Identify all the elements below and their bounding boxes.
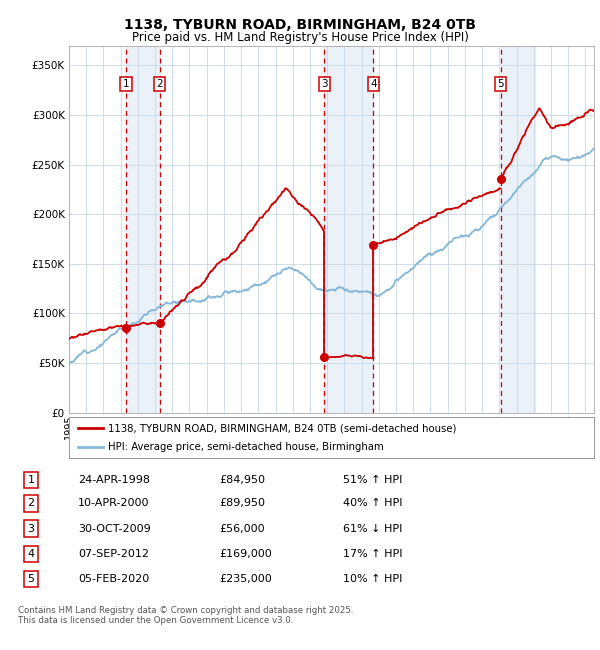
- Text: 4: 4: [370, 79, 377, 89]
- Text: Price paid vs. HM Land Registry's House Price Index (HPI): Price paid vs. HM Land Registry's House …: [131, 31, 469, 44]
- Text: 1: 1: [28, 474, 35, 485]
- Text: £235,000: £235,000: [220, 574, 272, 584]
- Text: 61% ↓ HPI: 61% ↓ HPI: [343, 524, 403, 534]
- Bar: [324, 46, 373, 413]
- Text: £169,000: £169,000: [220, 549, 272, 559]
- Text: 5: 5: [28, 574, 35, 584]
- Text: 3: 3: [28, 524, 35, 534]
- Text: 40% ↑ HPI: 40% ↑ HPI: [343, 499, 403, 508]
- Text: 5: 5: [497, 79, 504, 89]
- Text: 05-FEB-2020: 05-FEB-2020: [78, 574, 149, 584]
- Text: 2: 2: [157, 79, 163, 89]
- Text: 07-SEP-2012: 07-SEP-2012: [78, 549, 149, 559]
- Text: Contains HM Land Registry data © Crown copyright and database right 2025.
This d: Contains HM Land Registry data © Crown c…: [18, 606, 353, 625]
- Bar: [126, 46, 160, 413]
- Text: 1: 1: [122, 79, 129, 89]
- Text: 24-APR-1998: 24-APR-1998: [78, 474, 150, 485]
- Bar: [501, 46, 535, 413]
- Text: £56,000: £56,000: [220, 524, 265, 534]
- Text: 30-OCT-2009: 30-OCT-2009: [78, 524, 151, 534]
- Text: 10-APR-2000: 10-APR-2000: [78, 499, 150, 508]
- Text: 4: 4: [28, 549, 35, 559]
- Text: 51% ↑ HPI: 51% ↑ HPI: [343, 474, 403, 485]
- Text: 17% ↑ HPI: 17% ↑ HPI: [343, 549, 403, 559]
- Text: HPI: Average price, semi-detached house, Birmingham: HPI: Average price, semi-detached house,…: [109, 442, 384, 452]
- Text: 1138, TYBURN ROAD, BIRMINGHAM, B24 0TB (semi-detached house): 1138, TYBURN ROAD, BIRMINGHAM, B24 0TB (…: [109, 423, 457, 434]
- Text: 1138, TYBURN ROAD, BIRMINGHAM, B24 0TB: 1138, TYBURN ROAD, BIRMINGHAM, B24 0TB: [124, 18, 476, 32]
- Text: £84,950: £84,950: [220, 474, 265, 485]
- Text: 10% ↑ HPI: 10% ↑ HPI: [343, 574, 403, 584]
- Text: £89,950: £89,950: [220, 499, 265, 508]
- Text: 2: 2: [28, 499, 35, 508]
- Text: 3: 3: [321, 79, 328, 89]
